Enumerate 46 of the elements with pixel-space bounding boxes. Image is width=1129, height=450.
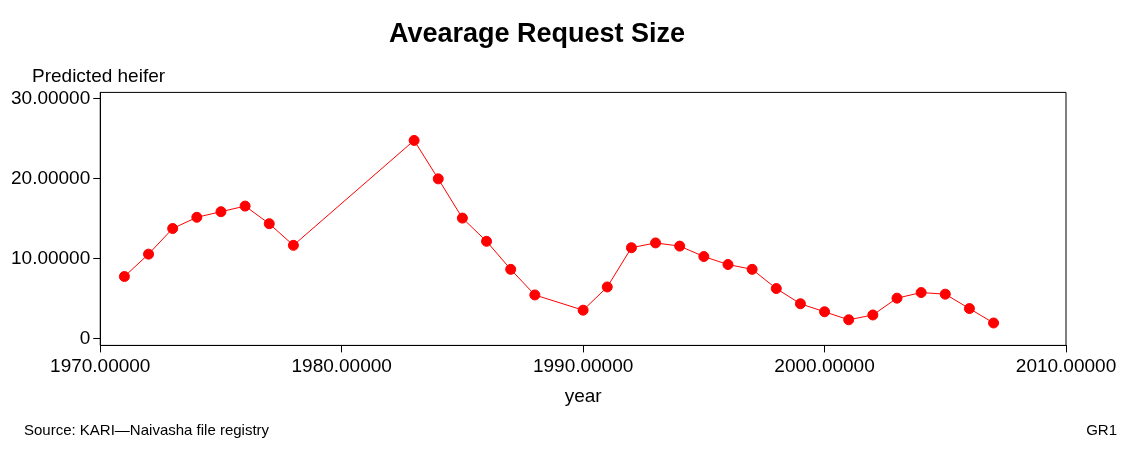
y-tick-label: 10.00000 [11, 247, 91, 269]
point [794, 298, 806, 310]
text: GR1 [1086, 420, 1117, 438]
point [577, 304, 589, 316]
point [215, 206, 227, 218]
point [529, 289, 541, 301]
source-note: Source: KARI—Naivasha file registry [24, 420, 270, 438]
point [698, 251, 710, 263]
point [650, 237, 662, 249]
point [843, 314, 855, 326]
x-tick-label: 1980.00000 [291, 355, 392, 377]
point [191, 211, 203, 223]
point [746, 263, 758, 275]
point [963, 303, 975, 315]
point [287, 239, 299, 251]
point [408, 134, 420, 146]
point [939, 288, 951, 300]
point [456, 212, 468, 224]
point [118, 271, 130, 283]
point [770, 283, 782, 295]
point [505, 263, 517, 275]
point [625, 242, 637, 254]
y-axis-title: Predicted heifer [32, 65, 166, 87]
x-tick-label: 1990.00000 [532, 355, 634, 377]
point [915, 287, 927, 299]
point [819, 306, 831, 318]
point [432, 173, 444, 185]
point [263, 218, 275, 230]
y-tick-label: 20.00000 [11, 167, 91, 189]
y-tick-label: 30.00000 [11, 87, 91, 109]
point [674, 240, 686, 252]
x-tick-label: 2000.00000 [774, 355, 875, 377]
x-axis-title: year [564, 384, 603, 406]
point [167, 223, 179, 235]
point [867, 309, 879, 321]
point [988, 317, 1000, 329]
y-tick-label: 0 [79, 327, 91, 349]
point [601, 281, 613, 293]
point [891, 292, 903, 304]
x-tick-label: 2010.00000 [1015, 355, 1117, 377]
point [722, 259, 734, 271]
point [143, 248, 155, 260]
x-tick-label: 1970.00000 [50, 355, 151, 377]
point [481, 235, 493, 247]
chart-title: Avearage Request Size [388, 17, 686, 48]
point [239, 200, 251, 212]
